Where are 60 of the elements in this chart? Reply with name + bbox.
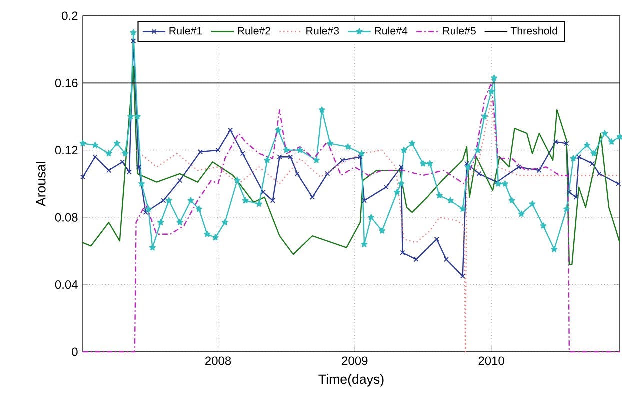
point — [553, 139, 558, 145]
point — [310, 194, 316, 200]
point — [340, 158, 346, 164]
legend-label: Rule#2 — [238, 26, 271, 35]
legend-label: Rule#3 — [306, 26, 340, 35]
legend-label: Rule#5 — [443, 26, 476, 35]
x-axis-title: Time(days) — [318, 374, 384, 387]
legend-label: Rule#1 — [170, 26, 202, 35]
y-tick-label: 0.08 — [55, 213, 78, 222]
point — [414, 257, 419, 262]
point — [288, 154, 294, 160]
point — [398, 164, 404, 170]
point — [92, 154, 98, 160]
point — [136, 164, 142, 170]
y-tick-label: 0.04 — [55, 280, 78, 290]
line-series — [82, 82, 621, 353]
point — [216, 148, 221, 153]
point — [143, 210, 148, 216]
line-series — [82, 66, 621, 266]
point — [476, 171, 482, 176]
point — [120, 160, 126, 165]
point — [240, 151, 246, 156]
point — [131, 38, 136, 44]
point — [270, 198, 276, 204]
point — [574, 194, 579, 200]
point — [536, 168, 542, 174]
point — [277, 154, 282, 160]
point — [198, 150, 204, 155]
point — [358, 154, 363, 160]
point — [294, 171, 300, 176]
point — [260, 190, 266, 195]
y-tick-label: 0.16 — [55, 78, 78, 88]
y-tick-label: 0.2 — [62, 12, 78, 20]
point — [106, 168, 112, 174]
point — [566, 190, 572, 195]
point — [362, 198, 368, 204]
y-tick-label: 0.12 — [55, 146, 78, 155]
point — [384, 184, 389, 190]
point — [576, 154, 582, 160]
legend-label: Threshold — [510, 26, 558, 35]
legend-label: Rule#4 — [375, 26, 408, 35]
point — [400, 250, 406, 256]
point — [596, 171, 602, 176]
y-axis-title: Arousal — [36, 162, 46, 207]
point — [228, 128, 234, 133]
point — [434, 236, 440, 242]
y-tick-label: 0 — [72, 348, 78, 356]
point — [516, 164, 522, 170]
x-tick-label: 2010 — [478, 356, 504, 366]
point — [126, 170, 132, 175]
point — [464, 161, 470, 166]
x-tick-label: 2008 — [206, 356, 232, 366]
point — [325, 171, 330, 176]
point — [564, 141, 570, 146]
point — [177, 178, 183, 184]
point — [444, 257, 450, 262]
point — [161, 198, 166, 204]
x-tick-label: 2009 — [342, 356, 368, 366]
point — [590, 161, 596, 166]
point — [460, 274, 466, 279]
